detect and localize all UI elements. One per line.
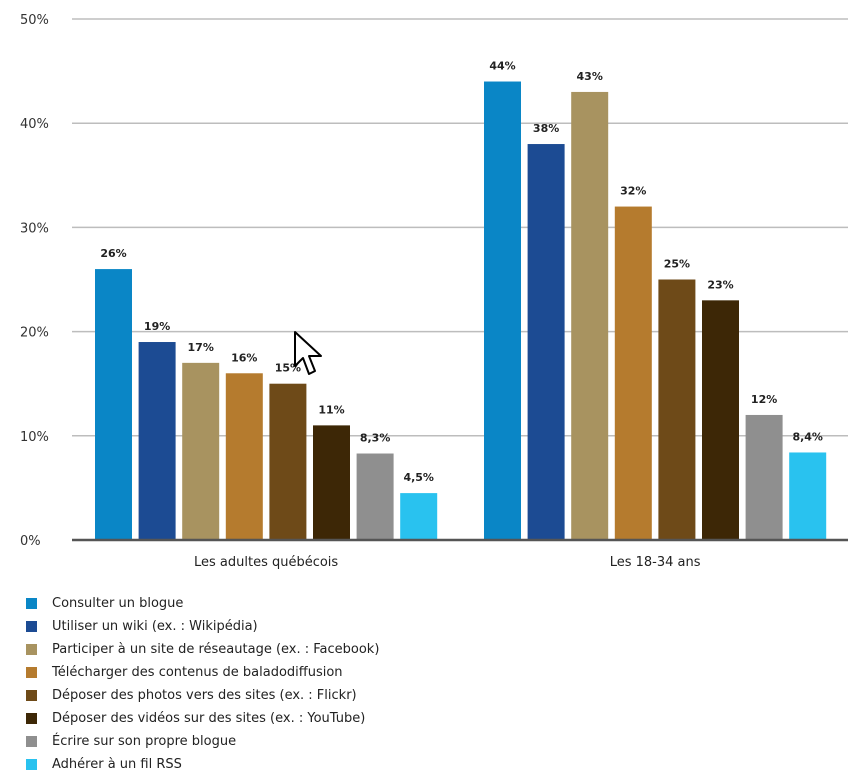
legend-swatch [26, 759, 37, 770]
legend-label: Participer à un site de réseautage (ex. … [52, 642, 380, 657]
data-label: 16% [231, 351, 257, 364]
legend-swatch [26, 621, 37, 632]
bar [745, 414, 783, 540]
data-label: 32% [620, 185, 646, 198]
legend: Consulter un blogue Utiliser un wiki (ex.… [26, 592, 379, 776]
legend-swatch [26, 713, 37, 724]
y-tick-label: 20% [20, 326, 49, 341]
legend-label: Consulter un blogue [52, 596, 184, 611]
bar [484, 81, 521, 541]
bar [182, 362, 220, 540]
bar [571, 91, 609, 540]
legend-swatch [26, 667, 37, 678]
bar [702, 300, 739, 540]
legend-swatch [26, 690, 37, 701]
legend-item: Déposer des vidéos sur des sites (ex. : … [26, 707, 379, 730]
bar [269, 383, 307, 540]
bar [789, 452, 827, 540]
data-label: 8,3% [360, 432, 391, 445]
legend-label: Utiliser un wiki (ex. : Wikipédia) [52, 619, 258, 634]
data-label: 26% [100, 247, 126, 260]
bar [138, 342, 176, 540]
data-label: 38% [533, 122, 559, 135]
y-tick-label: 50% [20, 13, 49, 28]
bar [527, 144, 565, 541]
data-label: 44% [489, 60, 515, 73]
y-tick-label: 0% [20, 534, 41, 549]
bar [225, 373, 263, 540]
data-label: 19% [144, 320, 170, 333]
legend-item: Adhérer à un fil RSS [26, 753, 379, 776]
y-tick-label: 40% [20, 117, 49, 132]
legend-item: Télécharger des contenus de baladodiffus… [26, 661, 379, 684]
legend-label: Télécharger des contenus de baladodiffus… [52, 665, 343, 680]
data-label: 4,5% [403, 471, 434, 484]
data-label: 23% [707, 278, 733, 291]
x-category-label: Les adultes québécois [194, 555, 338, 570]
legend-item: Participer à un site de réseautage (ex. … [26, 638, 379, 661]
y-tick-label: 10% [20, 430, 49, 445]
bar-chart: 0%10%20%30%40%50%26%19%17%16%15%11%8,3%4… [20, 13, 848, 570]
legend-item: Utiliser un wiki (ex. : Wikipédia) [26, 615, 379, 638]
bar [313, 425, 350, 540]
data-label: 43% [577, 70, 603, 83]
legend-swatch [26, 736, 37, 747]
legend-item: Déposer des photos vers des sites (ex. :… [26, 684, 379, 707]
bar [614, 206, 652, 540]
bar [95, 269, 132, 540]
data-label: 17% [188, 341, 214, 354]
x-category-label: Les 18-34 ans [610, 555, 701, 570]
legend-label: Écrire sur son propre blogue [52, 734, 237, 749]
legend-item: Consulter un blogue [26, 592, 379, 615]
data-label: 8,4% [792, 430, 823, 443]
legend-swatch [26, 644, 37, 655]
y-tick-label: 30% [20, 221, 49, 236]
bar [400, 493, 438, 540]
data-label: 25% [664, 258, 690, 271]
legend-label: Adhérer à un fil RSS [52, 757, 182, 772]
legend-swatch [26, 598, 37, 609]
mouse-pointer-icon [294, 331, 322, 375]
bar [658, 279, 696, 540]
data-label: 11% [318, 403, 344, 416]
data-label: 12% [751, 393, 777, 406]
bar [356, 453, 394, 540]
legend-label: Déposer des vidéos sur des sites (ex. : … [52, 711, 366, 726]
legend-label: Déposer des photos vers des sites (ex. :… [52, 688, 357, 703]
legend-item: Écrire sur son propre blogue [26, 730, 379, 753]
